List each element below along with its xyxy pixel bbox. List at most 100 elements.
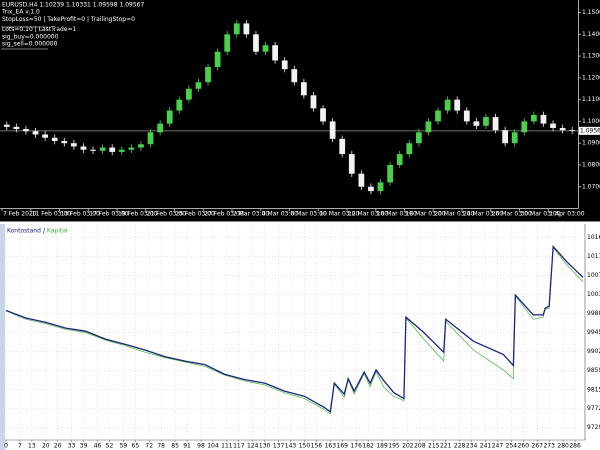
y-tick-label: 1.11000 xyxy=(582,96,600,103)
candle-body xyxy=(253,34,259,52)
y-tick-label: 1.10000 xyxy=(582,118,600,125)
y-tick-label: 1.15000 xyxy=(582,9,600,16)
x-tick-label: 156 xyxy=(311,443,323,450)
candle-body xyxy=(281,60,288,70)
y-tick-label: 10117 xyxy=(587,253,600,260)
x-tick-label: 267 xyxy=(532,443,544,450)
candle-body xyxy=(166,110,173,124)
candle-body xyxy=(511,132,518,144)
x-tick-label: 130 xyxy=(259,443,271,450)
candle-body xyxy=(559,127,566,131)
y-tick-label: 9902 xyxy=(587,348,600,355)
candle-body xyxy=(454,99,461,111)
legend-separator xyxy=(42,227,46,235)
candle-body xyxy=(128,147,135,150)
candle-body xyxy=(368,186,374,192)
x-tick-label: 4 Mar 03:00 xyxy=(262,211,298,218)
candle-body xyxy=(396,154,403,165)
candle-body xyxy=(521,121,528,133)
candle-body xyxy=(42,134,48,138)
candle-body xyxy=(483,117,489,126)
x-tick-label: 39 xyxy=(80,443,88,450)
x-tick-label: 176 xyxy=(350,443,362,450)
x-tick-label: 59 xyxy=(120,443,128,450)
x-tick-label: 215 xyxy=(428,443,440,450)
y-tick-label: 1.12000 xyxy=(582,74,600,81)
candle-body xyxy=(214,51,221,67)
x-tick-label: 208 xyxy=(414,443,426,450)
x-tick-label: 20 xyxy=(42,443,50,450)
x-tick-label: 241 xyxy=(480,443,492,450)
y-tick-label: 9988 xyxy=(587,310,600,317)
candle-body xyxy=(387,164,393,183)
candle-body xyxy=(310,95,317,109)
info-line: Trix_EA v.1.0 xyxy=(1,9,40,16)
last-price-label: 1.09567 xyxy=(580,127,600,134)
x-tick-label: 26 xyxy=(54,443,62,450)
x-tick-label: 25 Feb 03:00 xyxy=(176,211,216,218)
x-tick-label: 228 xyxy=(454,443,466,450)
x-tick-label: 247 xyxy=(492,443,504,450)
x-tick-label: 91 xyxy=(183,443,191,450)
candle-body xyxy=(463,110,470,122)
candle-body xyxy=(531,114,537,122)
candle-body xyxy=(272,45,278,61)
candle-body xyxy=(90,149,96,151)
price-background xyxy=(0,0,600,221)
y-tick-label: 9772 xyxy=(587,405,600,412)
x-tick-label: 234 xyxy=(466,443,478,450)
x-tick-label: 254 xyxy=(506,443,518,450)
x-tick-label: 195 xyxy=(388,443,400,450)
candle-body xyxy=(492,117,499,131)
x-tick-label: 16 Mar 03:00 xyxy=(377,211,417,218)
candle-body xyxy=(118,149,125,152)
x-tick-label: 143 xyxy=(285,443,297,450)
x-tick-label: 24 Mar 03:00 xyxy=(463,211,503,218)
y-tick-label: 1.14000 xyxy=(582,31,600,38)
candle-body xyxy=(358,173,365,187)
x-tick-label: 10 Mar 03:00 xyxy=(319,211,359,218)
x-tick-label: 12 Mar 03:00 xyxy=(348,211,388,218)
x-tick-label: 0 xyxy=(4,443,8,450)
candle-body xyxy=(339,138,346,155)
candle-body xyxy=(233,23,240,35)
series-line xyxy=(5,245,584,413)
x-tick-label: 30 Mar 03:00 xyxy=(521,211,561,218)
candle-body xyxy=(301,82,307,96)
candle-body xyxy=(23,129,29,132)
candle-body xyxy=(224,34,231,52)
x-tick-label: 78 xyxy=(157,443,165,450)
legend-entry: Kontostand xyxy=(7,228,41,235)
candle-body xyxy=(147,132,154,145)
y-tick-label: 1.07000 xyxy=(582,183,600,190)
y-tick-label: 1.13000 xyxy=(582,53,600,60)
x-tick-label: 124 xyxy=(247,443,259,450)
x-tick-label: 189 xyxy=(376,443,388,450)
report-background xyxy=(0,221,600,450)
x-tick-label: 52 xyxy=(106,443,114,450)
x-tick-label: 169 xyxy=(337,443,349,450)
candle-body xyxy=(99,147,106,151)
x-tick-label: 13 Feb 03:00 xyxy=(61,211,101,218)
x-tick-label: 65 xyxy=(132,443,140,450)
x-tick-label: 19 Feb 03:00 xyxy=(118,211,158,218)
info-line: EURUSD,H4 1.10239 1.10331 1.09598 1.0956… xyxy=(2,2,144,9)
y-tick-label: 9815 xyxy=(587,386,600,393)
x-tick-label: 182 xyxy=(362,443,374,450)
x-tick-label: 1 Apr 03:00 xyxy=(549,211,584,218)
candle-body xyxy=(80,146,87,150)
x-tick-label: 7 Feb 2020 xyxy=(3,211,37,218)
x-tick-label: 2 Mar 03:00 xyxy=(233,211,269,218)
x-tick-label: 46 xyxy=(94,443,102,450)
x-tick-label: 20 Mar 03:00 xyxy=(434,211,474,218)
candle-body xyxy=(540,114,547,124)
y-tick-label: 10031 xyxy=(587,291,600,298)
x-tick-label: 18 Mar 03:00 xyxy=(406,211,446,218)
x-tick-label: 117 xyxy=(233,443,245,450)
legend-entry: Kapital xyxy=(47,228,68,235)
x-tick-label: 202 xyxy=(402,443,414,450)
y-tick-label: 1.08000 xyxy=(582,161,600,168)
candle-body xyxy=(435,110,441,122)
x-tick-label: 13 xyxy=(28,443,36,450)
candle-body xyxy=(243,23,250,35)
